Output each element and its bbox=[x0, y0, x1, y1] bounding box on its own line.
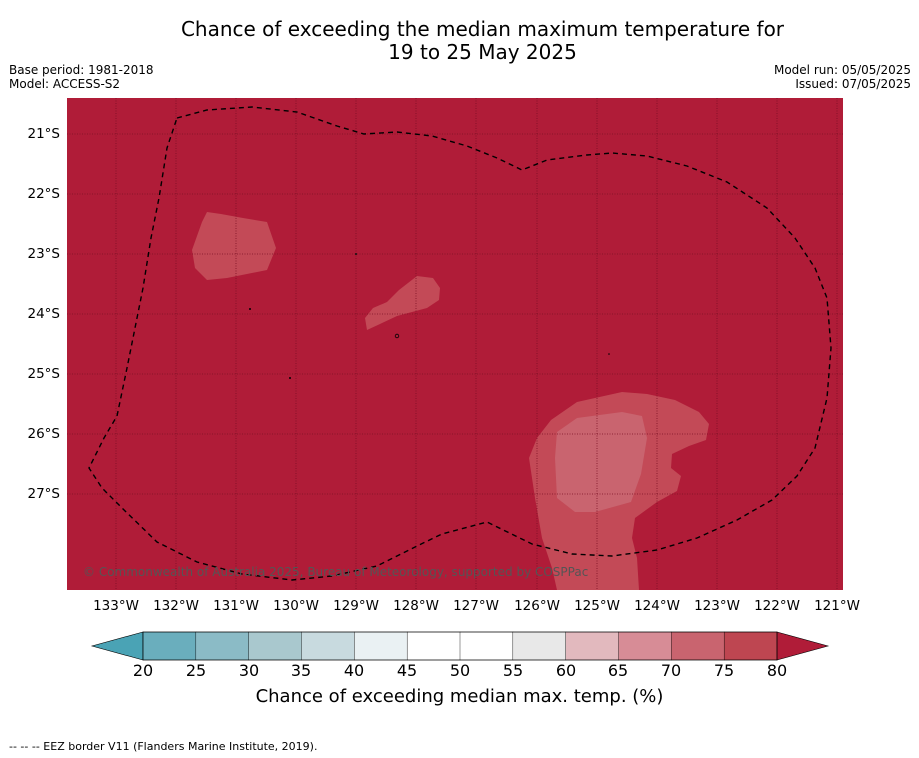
island-dot bbox=[394, 333, 400, 339]
lon-label: 127°W bbox=[453, 598, 499, 614]
colorbar-tick: 30 bbox=[238, 661, 260, 680]
colorbar-cell bbox=[512, 631, 567, 661]
lat-label: 26°S bbox=[27, 426, 61, 442]
base-period: Base period: 1981-2018 bbox=[9, 63, 154, 77]
map-title: Chance of exceeding the median maximum t… bbox=[0, 18, 919, 64]
map-background bbox=[67, 98, 843, 590]
colorbar-tick: 25 bbox=[185, 661, 207, 680]
colorbar-cell bbox=[406, 631, 461, 661]
lon-label: 129°W bbox=[333, 598, 379, 614]
eez-border bbox=[88, 106, 832, 581]
colorbar-tick: 45 bbox=[396, 661, 418, 680]
colorbar-over-arrow bbox=[776, 631, 830, 661]
colorbar-tick: 20 bbox=[132, 661, 154, 680]
lon-label: 128°W bbox=[393, 598, 439, 614]
island-dot bbox=[608, 353, 610, 355]
colorbar-cell bbox=[248, 631, 303, 661]
colorbar-tick: 60 bbox=[555, 661, 577, 680]
colorbar-cell bbox=[459, 631, 514, 661]
model-run: Model run: 05/05/2025 bbox=[773, 63, 911, 77]
lon-label: 133°W bbox=[93, 598, 139, 614]
island-dot bbox=[289, 377, 291, 379]
lon-label: 131°W bbox=[213, 598, 259, 614]
lon-label: 121°W bbox=[814, 598, 860, 614]
colorbar-tick: 75 bbox=[713, 661, 735, 680]
colorbar-tick: 35 bbox=[290, 661, 312, 680]
island-dot bbox=[355, 253, 357, 255]
eez-footnote: -- -- -- EEZ border V11 (Flanders Marine… bbox=[9, 740, 318, 753]
lon-label: 125°W bbox=[574, 598, 620, 614]
lat-label: 27°S bbox=[27, 486, 61, 502]
lon-label: 130°W bbox=[273, 598, 319, 614]
colorbar-cell bbox=[671, 631, 725, 661]
colorbar-tick: 55 bbox=[502, 661, 524, 680]
colorbar-tick: 50 bbox=[449, 661, 471, 680]
lon-label: 122°W bbox=[754, 598, 800, 614]
lat-label: 22°S bbox=[27, 186, 61, 202]
lon-label: 132°W bbox=[153, 598, 199, 614]
issued-date: Issued: 07/05/2025 bbox=[795, 77, 911, 91]
colorbar-title: Chance of exceeding median max. temp. (%… bbox=[255, 686, 664, 707]
model-name: Model: ACCESS-S2 bbox=[9, 77, 121, 91]
graticule bbox=[67, 98, 843, 590]
lon-label: 126°W bbox=[514, 598, 560, 614]
title-line-1: Chance of exceeding the median maximum t… bbox=[180, 17, 785, 41]
island-dot bbox=[249, 308, 251, 310]
lat-label: 24°S bbox=[27, 306, 61, 322]
probability-map bbox=[67, 98, 843, 590]
lat-label: 23°S bbox=[27, 246, 61, 262]
colorbar-tick: 70 bbox=[660, 661, 682, 680]
lat-label: 25°S bbox=[27, 366, 61, 382]
colorbar-tick: 40 bbox=[343, 661, 365, 680]
meta-left: Base period: 1981-2018 Model: ACCESS-S2 bbox=[9, 63, 154, 91]
colorbar bbox=[90, 631, 830, 661]
lat-label: 21°S bbox=[27, 126, 61, 142]
lon-label: 123°W bbox=[694, 598, 740, 614]
lon-label: 124°W bbox=[634, 598, 680, 614]
contour-70-75-west bbox=[192, 212, 276, 280]
contour-70-75-central bbox=[365, 276, 440, 330]
contour-75-80-southeast bbox=[555, 412, 647, 512]
meta-right: Model run: 05/05/2025 Issued: 07/05/2025 bbox=[774, 63, 911, 91]
colorbar-tick: 80 bbox=[766, 661, 788, 680]
colorbar-cell bbox=[565, 631, 619, 661]
colorbar-cell bbox=[618, 631, 672, 661]
colorbar-under-arrow bbox=[90, 631, 144, 661]
colorbar-tick: 65 bbox=[607, 661, 629, 680]
colorbar-cell bbox=[301, 631, 355, 661]
colorbar-frame bbox=[142, 631, 778, 661]
title-line-2: 19 to 25 May 2025 bbox=[388, 40, 577, 64]
colorbar-cell bbox=[723, 631, 778, 661]
colorbar-cell bbox=[142, 631, 197, 661]
colorbar-cell bbox=[354, 631, 408, 661]
colorbar-cell bbox=[195, 631, 250, 661]
copyright-notice: © Commonwealth of Australia 2025, Bureau… bbox=[83, 565, 589, 579]
